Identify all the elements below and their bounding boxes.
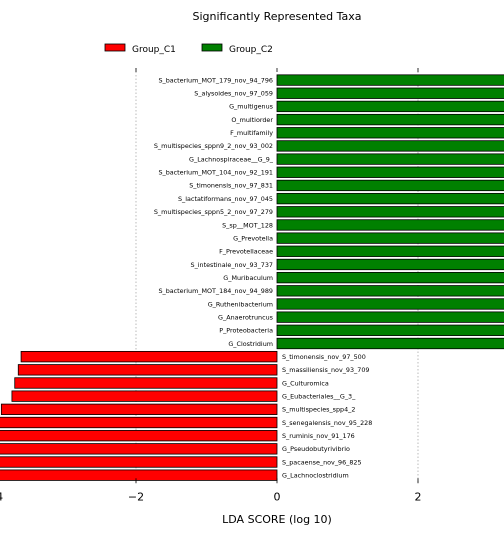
- bar: [276, 100, 504, 113]
- bar-labels: S_bacterium_MOT_179_nov_94_796 S_alysoide…: [154, 76, 372, 479]
- bar-label: S_timonensis_nov_97_831: [189, 182, 273, 190]
- bar: [14, 377, 278, 389]
- bar-label: S_multispecies_spp4_2: [282, 406, 355, 414]
- bar: [276, 219, 504, 231]
- bar-label: S_sp__MOT_128: [222, 221, 273, 229]
- x-axis: −4−2024: [0, 68, 422, 503]
- bar: [0, 456, 278, 468]
- bar: [276, 324, 504, 336]
- bar: [276, 337, 504, 350]
- bar: [17, 364, 278, 376]
- bar-label: S_multispecies_sppn5_2_nov_97_279: [154, 208, 273, 216]
- bar: [276, 113, 504, 126]
- bar-label: G_Ruthenibacterium: [208, 300, 273, 308]
- bar-label: G_Culturomica: [282, 379, 329, 387]
- x-tick-label: 0: [274, 490, 281, 503]
- x-tick-label: −4: [0, 490, 3, 503]
- bar-label: P_Proteobacteria: [219, 327, 273, 335]
- bar-label: O_multiorder: [231, 116, 273, 124]
- bar-label: S_massiliensis_nov_93_709: [282, 366, 369, 374]
- bar-label: G_Anaerotruncus: [218, 313, 274, 321]
- legend-label-group-c1: Group_C1: [132, 45, 176, 55]
- bar-label: S_pacaense_nov_96_825: [282, 458, 362, 466]
- bar-label: G_multigenus: [229, 103, 274, 111]
- bar: [276, 179, 504, 192]
- bar-label: G_Prevotella: [233, 234, 273, 242]
- bar-label: S_multispecies_sppn9_2_nov_93_002: [154, 142, 273, 150]
- bar-label: S_bacterium_MOT_184_nov_94_989: [158, 287, 273, 295]
- bar: [0, 403, 278, 415]
- legend-swatch-group-c2: [201, 43, 223, 52]
- bar: [0, 430, 278, 442]
- bar-label: S_senegalensis_nov_95_228: [282, 419, 372, 427]
- bar-label: F_Prevotellaceae: [219, 248, 273, 256]
- bar: [276, 232, 504, 244]
- bar: [276, 166, 504, 178]
- bar-label: S_ruminis_nov_91_176: [282, 432, 355, 440]
- bar: [276, 192, 504, 205]
- bar-label: S_intestinale_nov_93_737: [191, 261, 273, 269]
- bar: [0, 469, 278, 481]
- x-tick-label: −2: [128, 490, 144, 503]
- bars: [0, 74, 504, 481]
- bar: [0, 443, 278, 455]
- bar-label: G_Muribaculum: [223, 274, 273, 282]
- bar-label: F_multifamily: [230, 129, 273, 137]
- bar-label: G_Clostridium: [228, 340, 273, 348]
- x-axis-title: LDA SCORE (log 10): [222, 513, 332, 526]
- bar-label: S_timonensis_nov_97_500: [282, 353, 366, 361]
- legend-label-group-c2: Group_C2: [229, 45, 273, 55]
- bar-label: S_lactatiformans_nov_97_045: [178, 195, 273, 203]
- bar: [276, 271, 504, 284]
- bar: [276, 298, 504, 310]
- bar: [11, 390, 278, 402]
- bar-label: S_bacterium_MOT_104_nov_92_191: [158, 169, 273, 177]
- bar: [276, 245, 504, 257]
- bar-label: G_Lachnospiraceae__G_9_: [189, 155, 274, 163]
- bar: [276, 206, 504, 218]
- bar-label: G_Pseudobutyrivibrio: [282, 445, 350, 453]
- chart-title: Significantly Represented Taxa: [193, 10, 362, 23]
- legend-swatch-group-c1: [104, 43, 126, 52]
- bar: [276, 127, 504, 139]
- bar: [20, 351, 278, 363]
- bar: [276, 285, 504, 297]
- bar-label: S_bacterium_MOT_179_nov_94_796: [158, 76, 273, 84]
- bar: [276, 311, 504, 323]
- bar: [276, 74, 504, 86]
- bar: [276, 140, 504, 152]
- bar-label: G_Eubacteriales__G_3_: [282, 392, 356, 400]
- bar: [0, 416, 278, 429]
- x-tick-label: 2: [415, 490, 422, 503]
- bar: [276, 258, 504, 271]
- bar: [276, 153, 504, 165]
- legend: Group_C1 Group_C2: [104, 43, 273, 55]
- bar-label: G_Lachnoclostridium: [282, 471, 349, 479]
- bar-label: S_alysoides_nov_97_059: [194, 90, 273, 98]
- bar: [276, 87, 504, 99]
